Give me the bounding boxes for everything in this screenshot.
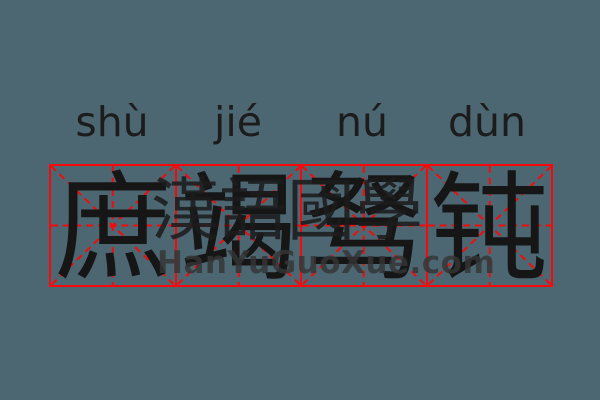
pinyin-label-1: shù — [75, 98, 149, 146]
grid-cell-3: 驽 — [300, 164, 428, 287]
watermark-cjk-text: 漢語國學 — [151, 172, 424, 251]
hanzi-character-1: 庶 — [53, 158, 172, 297]
pinyin-label-2: jié — [213, 98, 263, 146]
grid-cell-1: 庶 — [49, 164, 177, 287]
watermark-site-url: HanYuGuoXue.com — [157, 245, 496, 281]
pinyin-label-4: dùn — [448, 98, 526, 146]
grid-cell-2: 竭 — [174, 158, 302, 297]
hanzi-character-3: 驽 — [304, 158, 423, 297]
mizige-guide-lines-icon — [427, 166, 551, 285]
mizige-guide-lines-icon — [302, 166, 426, 285]
hanzi-character-2: 竭 — [179, 158, 298, 297]
grid-cell-4: 钝 — [425, 158, 553, 297]
character-grid: 庶 竭 驽 — [49, 164, 553, 287]
mizige-guide-lines-icon — [176, 166, 300, 285]
hanzi-character-4: 钝 — [430, 158, 549, 297]
mizige-guide-lines-icon — [51, 166, 175, 285]
pinyin-label-3: nú — [336, 98, 388, 146]
